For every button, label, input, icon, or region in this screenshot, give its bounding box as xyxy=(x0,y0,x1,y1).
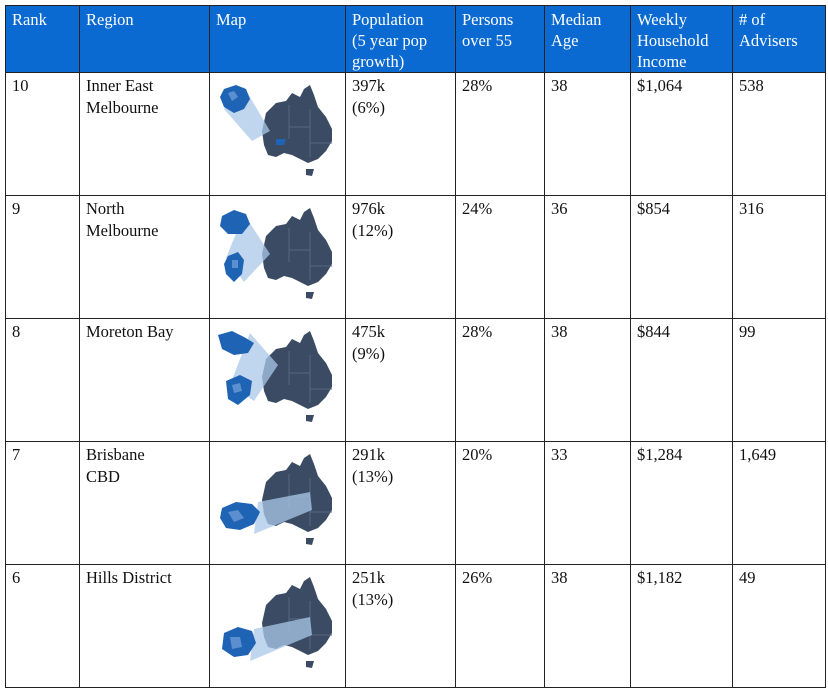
header-median-age: Median Age xyxy=(544,5,631,73)
region-cell: Brisbane CBD xyxy=(79,441,210,565)
persons-over-55-cell: 28% xyxy=(455,72,545,196)
persons-over-55-cell: 28% xyxy=(455,318,545,442)
table-row: 9 North Melbourne 976k (12%) 24% 36 xyxy=(5,195,826,319)
persons-over-55-cell: 24% xyxy=(455,195,545,319)
weekly-income-cell: $844 xyxy=(630,318,733,442)
rank-cell: 6 xyxy=(5,564,80,688)
rank-cell: 10 xyxy=(5,72,80,196)
median-age-cell: 38 xyxy=(544,564,631,688)
weekly-income-cell: $854 xyxy=(630,195,733,319)
header-weekly-income: Weekly Household Income xyxy=(630,5,733,73)
header-row: Rank Region Map Population (5 year pop g… xyxy=(5,5,826,73)
median-age-cell: 33 xyxy=(544,441,631,565)
rank-cell: 8 xyxy=(5,318,80,442)
australia-map-north-melbourne-icon xyxy=(220,207,333,300)
table-row: 10 Inner East Melbourne 397k (6%) 28% 38 xyxy=(5,72,826,196)
map-cell xyxy=(209,564,346,688)
table-row: 8 Moreton Bay 475k (9%) 28% 38 $844 9 xyxy=(5,318,826,442)
population-cell: 397k (6%) xyxy=(345,72,456,196)
region-cell: Moreton Bay xyxy=(79,318,210,442)
weekly-income-cell: $1,284 xyxy=(630,441,733,565)
rank-cell: 9 xyxy=(5,195,80,319)
header-population: Population (5 year pop growth) xyxy=(345,5,456,73)
weekly-income-cell: $1,182 xyxy=(630,564,733,688)
advisers-cell: 316 xyxy=(732,195,826,319)
advisers-cell: 99 xyxy=(732,318,826,442)
australia-map-moreton-bay-icon xyxy=(218,330,333,423)
persons-over-55-cell: 26% xyxy=(455,564,545,688)
australia-map-inner-east-melbourne-icon xyxy=(220,84,333,177)
header-persons-over-55: Persons over 55 xyxy=(455,5,545,73)
regions-table: Rank Region Map Population (5 year pop g… xyxy=(5,5,826,688)
population-cell: 976k (12%) xyxy=(345,195,456,319)
australia-map-brisbane-cbd-icon xyxy=(220,453,333,546)
advisers-cell: 538 xyxy=(732,72,826,196)
population-cell: 251k (13%) xyxy=(345,564,456,688)
population-cell: 475k (9%) xyxy=(345,318,456,442)
advisers-cell: 49 xyxy=(732,564,826,688)
header-region: Region xyxy=(79,5,210,73)
australia-map-hills-district-icon xyxy=(222,576,333,669)
map-cell xyxy=(209,72,346,196)
advisers-cell: 1,649 xyxy=(732,441,826,565)
region-cell: Inner East Melbourne xyxy=(79,72,210,196)
median-age-cell: 38 xyxy=(544,72,631,196)
map-cell xyxy=(209,195,346,319)
population-cell: 291k (13%) xyxy=(345,441,456,565)
map-cell xyxy=(209,441,346,565)
median-age-cell: 38 xyxy=(544,318,631,442)
median-age-cell: 36 xyxy=(544,195,631,319)
map-cell xyxy=(209,318,346,442)
rank-cell: 7 xyxy=(5,441,80,565)
region-cell: Hills District xyxy=(79,564,210,688)
table-row: 7 Brisbane CBD 291k (13%) 20% 33 $1,284 xyxy=(5,441,826,565)
table-row: 6 Hills District 251k (13%) 26% 38 $1,18… xyxy=(5,564,826,688)
header-advisers: # of Advisers xyxy=(732,5,826,73)
weekly-income-cell: $1,064 xyxy=(630,72,733,196)
header-rank: Rank xyxy=(5,5,80,73)
header-map: Map xyxy=(209,5,346,73)
region-cell: North Melbourne xyxy=(79,195,210,319)
persons-over-55-cell: 20% xyxy=(455,441,545,565)
